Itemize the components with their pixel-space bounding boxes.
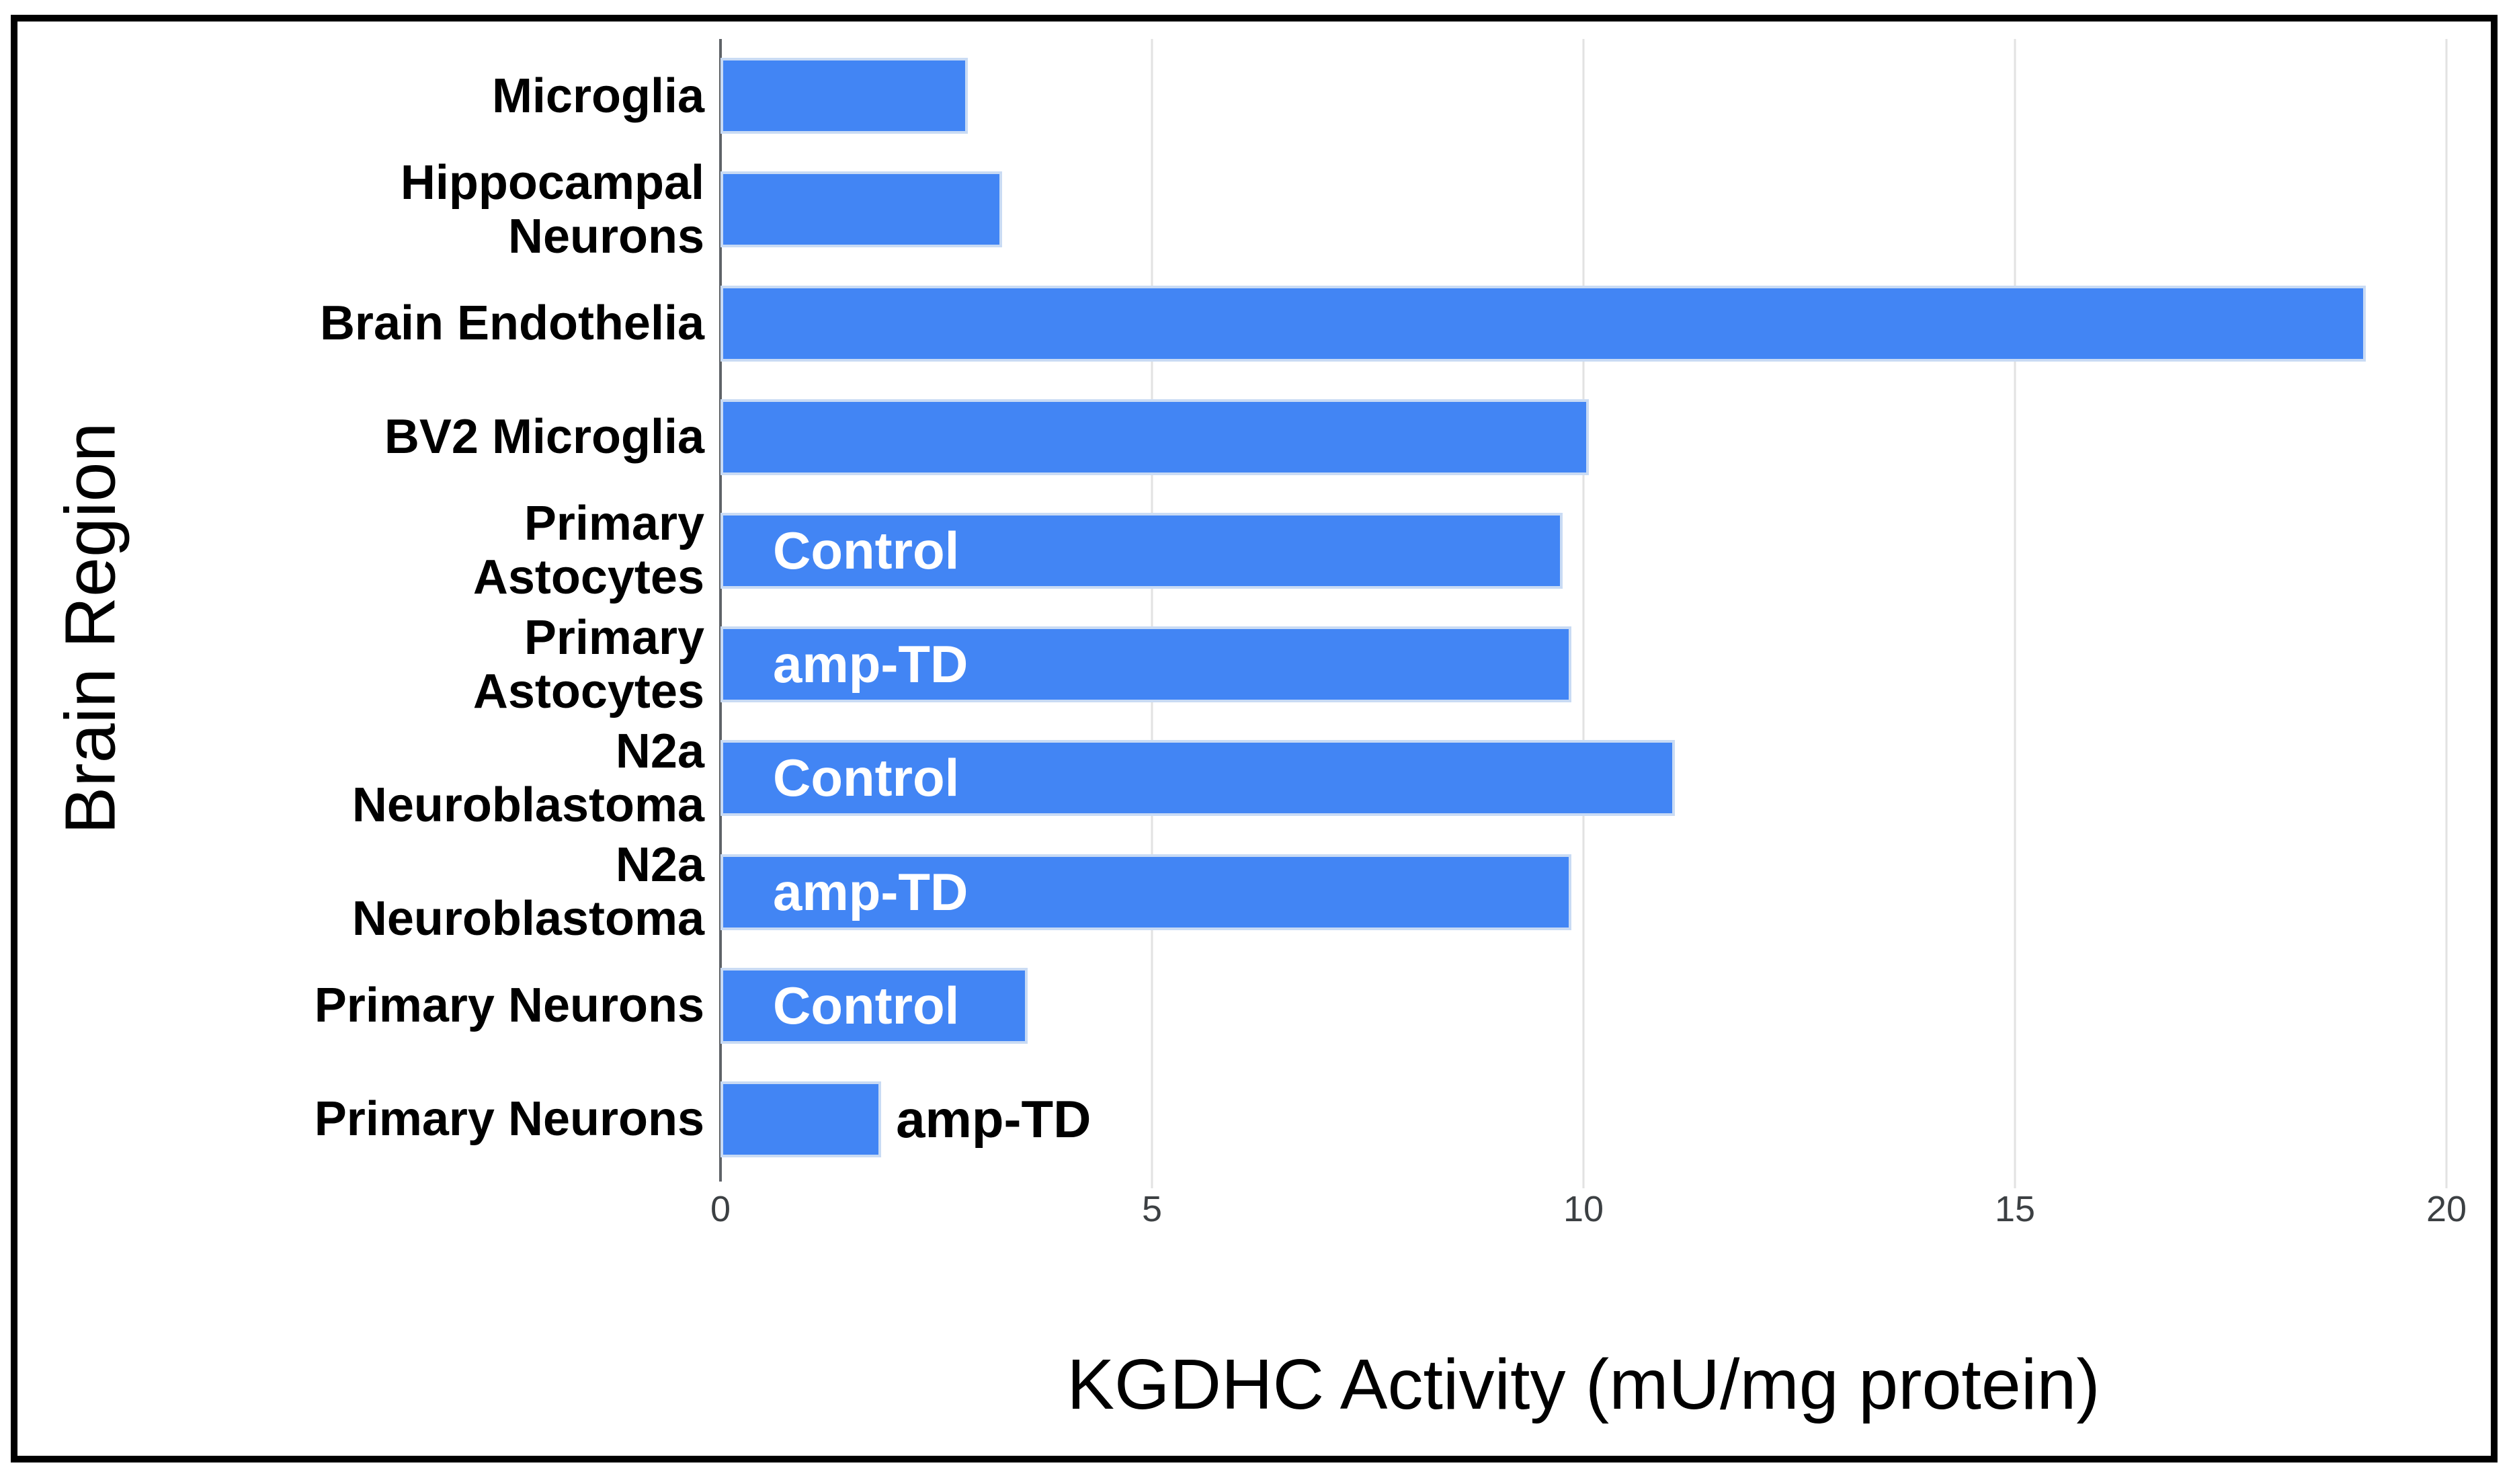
- category-label: BV2 Microglia: [384, 410, 704, 464]
- category-label: Microglia: [491, 69, 704, 123]
- bar-row: Control: [720, 494, 2446, 608]
- bar-7: Control: [720, 740, 1676, 817]
- y-axis-line: [719, 39, 722, 1182]
- category-label: Brain Endothelia: [319, 296, 704, 350]
- category-label: Primary Astocytes: [472, 610, 704, 718]
- x-tick-label-10: 10: [1563, 1189, 1604, 1229]
- x-tick-label-20: 20: [2426, 1189, 2467, 1229]
- bar-4: [720, 399, 1589, 475]
- y-axis-title: Brain Region: [50, 422, 130, 835]
- bar-label: Control: [773, 748, 960, 808]
- category-label: N2a Neuroblastoma: [352, 724, 704, 832]
- bar-row: [720, 39, 2446, 153]
- bar-6: amp-TD: [720, 626, 1572, 703]
- bar-row: Control: [720, 949, 2446, 1063]
- bar-row: [720, 380, 2446, 494]
- bar-label: amp-TD: [773, 862, 968, 921]
- bar-8: amp-TD: [720, 854, 1572, 930]
- x-axis-title: KGDHC Activity (mU/mg protein): [1067, 1345, 2100, 1424]
- x-tick-label-0: 0: [710, 1189, 731, 1229]
- bar-label: Control: [773, 520, 960, 580]
- category-label: Hippocampal Neurons: [400, 155, 704, 263]
- bar-10: [720, 1081, 882, 1157]
- gridline-10: [1582, 39, 1585, 1188]
- category-label: N2a Neuroblastoma: [352, 838, 704, 946]
- bar-1: [720, 58, 968, 134]
- bar-rows: Control amp-TD Control amp-TD Control amp-TD: [720, 39, 2446, 1176]
- x-tick-label-15: 15: [1994, 1189, 2036, 1229]
- bar-2: [720, 171, 1002, 248]
- bar-row: [720, 153, 2446, 266]
- gridline-15: [2014, 39, 2016, 1188]
- bar-row: amp-TD: [720, 1063, 2446, 1176]
- bar-row: amp-TD: [720, 835, 2446, 948]
- bar-3: [720, 285, 2366, 362]
- bar-row: [720, 266, 2446, 380]
- chart-frame: [11, 15, 2498, 1462]
- bar-label: amp-TD: [773, 634, 968, 694]
- bar-5: Control: [720, 512, 1563, 589]
- category-labels: Microglia Hippocampal Neurons Brain Endothe…: [0, 39, 704, 1176]
- category-label: Primary Neurons: [314, 1092, 704, 1147]
- gridline-5: [1151, 39, 1153, 1188]
- bar-label: Control: [773, 975, 960, 1035]
- plot-area: Control amp-TD Control amp-TD Control amp-TD: [719, 39, 2448, 1188]
- x-tick-labels: 0 5 10 15 20: [710, 1188, 2467, 1235]
- bar-label: amp-TD: [896, 1089, 1091, 1149]
- bar-row: amp-TD: [720, 608, 2446, 721]
- x-tick-label-5: 5: [1141, 1189, 1163, 1229]
- bar-row: Control: [720, 721, 2446, 835]
- category-label: Primary Neurons: [314, 979, 704, 1033]
- category-label: Primary Astocytes: [472, 497, 704, 605]
- gridline-20: [2445, 39, 2448, 1188]
- bar-9: Control: [720, 967, 1028, 1044]
